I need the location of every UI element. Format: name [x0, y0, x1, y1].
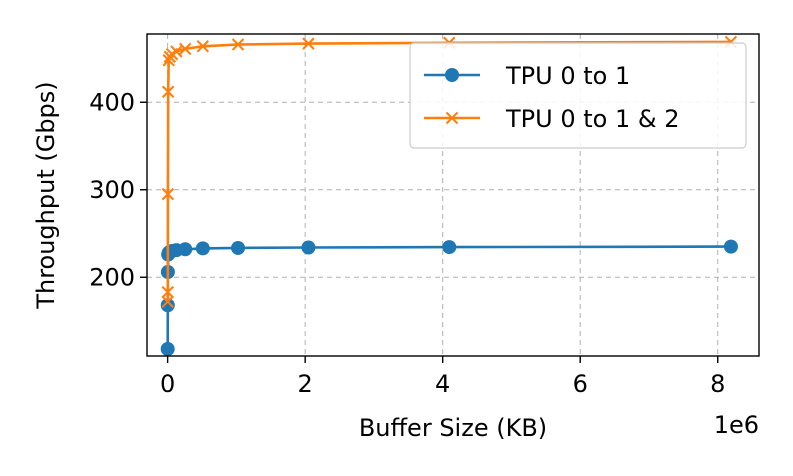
legend-marker	[445, 111, 459, 125]
data-point	[161, 295, 174, 308]
x-tick-label: 8	[710, 370, 725, 398]
axes: 0 2 4 6 8 200 300 400	[89, 88, 725, 398]
data-point	[161, 187, 175, 201]
y-axis-label: Throughput (Gbps)	[32, 81, 60, 309]
y-tick-label: 400	[89, 88, 135, 116]
x-tick-label: 4	[435, 370, 450, 398]
data-point	[231, 240, 246, 255]
y-tick-label: 200	[89, 263, 135, 291]
legend-label: TPU 0 to 1	[505, 62, 630, 90]
data-point	[160, 298, 175, 313]
data-point	[179, 42, 192, 56]
x-tick-label: 2	[298, 370, 313, 398]
series-layer	[160, 35, 738, 356]
plot-frame	[146, 33, 760, 357]
data-point	[301, 240, 316, 255]
legend: TPU 0 to 1 TPU 0 to 1 & 2	[409, 42, 747, 149]
x-axis-offset-label: 1e6	[714, 411, 759, 439]
series-2	[161, 35, 738, 308]
data-point	[196, 40, 210, 53]
series-1	[160, 239, 738, 356]
series-line	[166, 245, 731, 350]
legend-label: TPU 0 to 1 & 2	[505, 105, 679, 133]
x-tick-label: 6	[573, 370, 588, 398]
x-tick-label: 0	[160, 370, 175, 398]
legend-entry: TPU 0 to 1 & 2	[424, 105, 679, 133]
data-point	[178, 242, 193, 257]
legend-box	[409, 42, 747, 149]
data-point	[231, 38, 245, 51]
data-point	[161, 85, 175, 98]
y-tick-label: 300	[89, 176, 135, 204]
data-point	[195, 241, 210, 256]
data-point	[723, 239, 738, 254]
data-point	[160, 342, 175, 356]
data-point	[170, 45, 183, 58]
x-axis-label: Buffer Size (KB)	[359, 414, 547, 442]
data-point	[442, 240, 457, 255]
data-point	[302, 37, 315, 50]
legend-marker	[445, 68, 459, 82]
legend-entry: TPU 0 to 1	[424, 62, 630, 90]
data-point	[161, 285, 174, 299]
